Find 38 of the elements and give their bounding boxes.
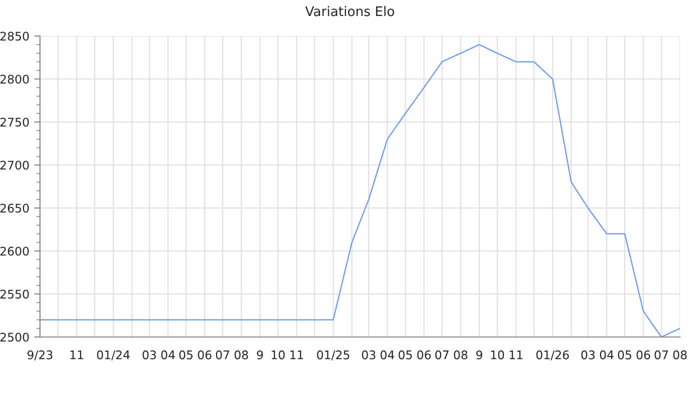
y-tick-label: 2650 (0, 204, 29, 213)
x-tick-label: 05 (179, 350, 193, 360)
x-tick-label: 07 (435, 350, 449, 360)
y-tick-label: 2550 (0, 290, 29, 299)
y-tick-label: 2700 (0, 160, 29, 170)
x-tick-label: 05 (398, 350, 412, 360)
x-tick-label: 01/24 (97, 350, 130, 360)
x-tick-label: 04 (161, 350, 175, 360)
x-tick-label: 03 (581, 350, 595, 360)
y-tick-label: 2500 (0, 332, 29, 342)
x-tick-label: 10 (272, 350, 285, 360)
x-tick-label: 03 (362, 350, 376, 360)
x-tick-label: 03 (142, 350, 156, 360)
x-tick-label: 06 (198, 350, 212, 360)
x-tick-label: 04 (600, 350, 614, 360)
x-tick-label: 08 (673, 350, 687, 360)
x-tick-label: 9 (476, 350, 482, 360)
x-tick-label: 06 (636, 350, 650, 360)
y-tick-label: 2600 (0, 246, 29, 256)
y-tick-label: 2850 (0, 32, 29, 41)
x-tick-label: 9 (256, 350, 263, 360)
x-tick-label: 05 (618, 350, 632, 360)
x-tick-label: 01/26 (536, 350, 569, 360)
x-tick-label: 08 (454, 350, 468, 360)
y-tick-label: 2750 (0, 118, 29, 127)
y-tick-label: 2800 (0, 74, 29, 84)
x-tick-label: 10 (491, 350, 504, 360)
x-tick-label: 11 (290, 350, 304, 360)
x-tick-label: 07 (216, 350, 230, 360)
x-tick-label: 11 (510, 350, 522, 360)
x-tick-label: 9/23 (27, 350, 52, 360)
x-tick-label: 01/25 (317, 350, 350, 360)
x-tick-label: 07 (654, 350, 668, 360)
x-tick-label: 11 (70, 350, 84, 360)
x-tick-label: 04 (380, 350, 394, 360)
chart-title: Variations Elo (305, 6, 394, 16)
x-tick-label: 06 (417, 350, 431, 360)
x-tick-label: 08 (234, 350, 248, 360)
